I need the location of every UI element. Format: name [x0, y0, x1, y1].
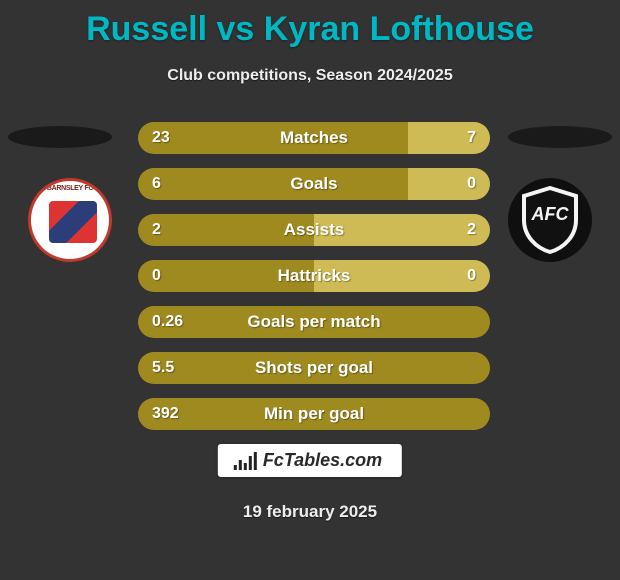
brand-badge: FcTables.com [218, 444, 402, 477]
stats-panel: 237Matches 60Goals 22Assists 00Hattricks 0.2… [138, 122, 490, 444]
stat-row: 22Assists [138, 214, 490, 246]
shield-crest-icon: AFC [508, 178, 592, 262]
stat-label: Hattricks [138, 260, 490, 292]
stat-label: Goals per match [138, 306, 490, 338]
brand-bars-icon [234, 452, 257, 470]
stat-label: Assists [138, 214, 490, 246]
date-label: 19 february 2025 [0, 502, 620, 522]
subtitle: Club competitions, Season 2024/2025 [0, 67, 620, 85]
club-logo-right: AFC [508, 178, 592, 262]
stat-label: Matches [138, 122, 490, 154]
stat-row: 00Hattricks [138, 260, 490, 292]
stat-label: Goals [138, 168, 490, 200]
barnsley-crest-icon [28, 178, 112, 262]
stat-row: 5.5Shots per goal [138, 352, 490, 384]
stat-row: 392Min per goal [138, 398, 490, 430]
page-title: Russell vs Kyran Lofthouse [0, 0, 620, 49]
stat-label: Min per goal [138, 398, 490, 430]
brand-text: FcTables.com [263, 450, 382, 471]
stat-row: 60Goals [138, 168, 490, 200]
stat-label: Shots per goal [138, 352, 490, 384]
club-logo-left [28, 178, 112, 262]
svg-text:AFC: AFC [531, 204, 570, 224]
stat-row: 237Matches [138, 122, 490, 154]
player-shadow-right [508, 126, 612, 148]
player-shadow-left [8, 126, 112, 148]
stat-row: 0.26Goals per match [138, 306, 490, 338]
